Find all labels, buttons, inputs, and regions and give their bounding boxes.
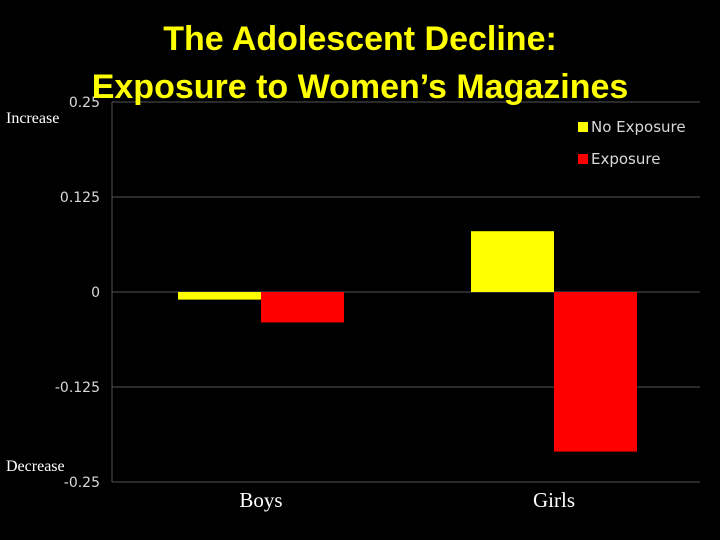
legend-swatch bbox=[578, 154, 588, 164]
category-label: Girls bbox=[533, 488, 575, 512]
bar-boys-exposure bbox=[261, 292, 344, 323]
legend: No Exposure Exposure bbox=[578, 118, 686, 168]
title-line-2: Exposure to Women’s Magazines bbox=[91, 68, 629, 106]
y-tick-label: -0.25 bbox=[64, 475, 100, 491]
title-line-1: The Adolescent Decline: bbox=[163, 20, 557, 58]
y-tick-label: -0.125 bbox=[55, 380, 100, 396]
increase-label: Increase bbox=[6, 110, 60, 127]
bar-girls-exposure bbox=[554, 292, 637, 452]
bar-girls-no-exposure bbox=[471, 231, 554, 292]
legend-label: Exposure bbox=[591, 150, 660, 168]
decrease-label: Decrease bbox=[6, 458, 65, 475]
category-labels: Boys Girls bbox=[239, 488, 575, 512]
y-tick-label: 0.25 bbox=[69, 95, 100, 111]
y-tick-labels: 0.25 0.125 0 -0.125 -0.25 bbox=[55, 95, 100, 491]
category-label: Boys bbox=[239, 488, 282, 512]
legend-label: No Exposure bbox=[591, 118, 686, 136]
y-tick-label: 0.125 bbox=[60, 190, 100, 206]
bars bbox=[178, 231, 637, 452]
y-tick-label: 0 bbox=[91, 285, 100, 301]
bar-boys-no-exposure bbox=[178, 292, 261, 300]
legend-swatch bbox=[578, 122, 588, 132]
